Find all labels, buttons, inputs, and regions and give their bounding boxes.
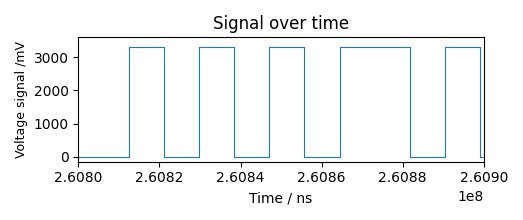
X-axis label: Time / ns: Time / ns	[249, 191, 313, 205]
Y-axis label: Voltage signal /mV: Voltage signal /mV	[15, 41, 28, 158]
Title: Signal over time: Signal over time	[213, 15, 349, 33]
